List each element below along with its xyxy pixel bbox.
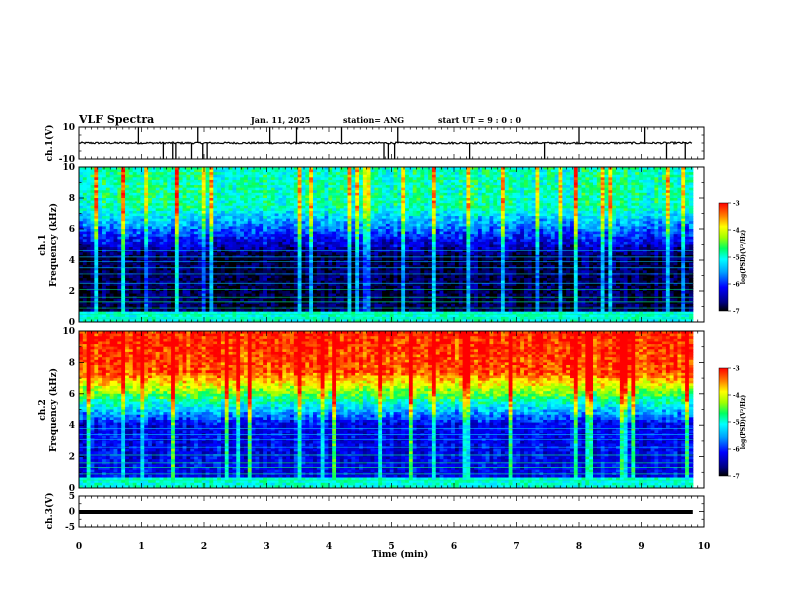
- colorbar-tick-label: -5: [733, 420, 740, 427]
- x-tick-label: 2: [201, 542, 207, 552]
- x-tick-label: 1: [138, 542, 144, 552]
- ch1-colorbar-label: log(PSD)(V²/Hz): [740, 230, 747, 285]
- ch1-spectrogram-ylabel-line2: Frequency (kHz): [48, 203, 59, 287]
- y-tick-label: 0: [69, 508, 75, 518]
- colorbar-tick-label: -4: [733, 228, 740, 235]
- y-tick-label: 6: [69, 225, 75, 235]
- ch1-noise-trace: [78, 140, 693, 146]
- colorbar-tick-label: -6: [733, 282, 740, 289]
- x-tick-label: 5: [388, 542, 394, 552]
- start-time-label: start UT = 9 : 0 : 0: [438, 115, 521, 125]
- y-tick-label: 5: [69, 492, 75, 502]
- x-tick-label: 8: [576, 542, 582, 552]
- y-tick-label: 6: [69, 390, 75, 400]
- ch1-waveform-ylabel: ch.1(V): [44, 125, 55, 162]
- y-tick-label: -5: [65, 523, 75, 533]
- colorbar-tick-label: -3: [733, 366, 740, 373]
- figure-title: VLF Spectra: [79, 113, 154, 126]
- x-axis-title: Time (min): [372, 549, 429, 560]
- y-tick-label: 0: [69, 318, 75, 328]
- y-tick-label: 2: [69, 453, 75, 463]
- x-tick-label: 9: [638, 542, 644, 552]
- x-tick-label: 0: [76, 542, 82, 552]
- ch2-colorbar: [718, 367, 729, 477]
- colorbar-tick-label: -6: [733, 447, 740, 454]
- date-label: Jan. 11, 2025: [251, 115, 310, 125]
- ch2-spectrogram-image: [79, 331, 694, 488]
- y-tick-label: 10: [62, 123, 75, 133]
- y-tick-label: 10: [62, 163, 75, 173]
- y-tick-label: 8: [69, 194, 75, 204]
- ch2-spectrogram-ylabel-line1: ch.2: [38, 399, 48, 420]
- y-tick-label: -10: [59, 155, 75, 165]
- station-label: station= ANG: [343, 115, 404, 125]
- ch1-spectrogram-ylabel-line1: ch.1: [38, 234, 48, 255]
- x-tick-label: 3: [263, 542, 269, 552]
- ch1-colorbar: [718, 202, 729, 312]
- y-tick-label: 4: [69, 256, 75, 266]
- x-tick-label: 10: [698, 542, 711, 552]
- y-tick-label: 10: [62, 327, 75, 337]
- x-tick-label: 4: [326, 542, 332, 552]
- x-tick-label: 7: [513, 542, 519, 552]
- ch1-waveform-trace: [78, 127, 693, 159]
- ch2-colorbar-label: log(PSD)(V²/Hz): [740, 395, 747, 450]
- x-tick-label: 6: [451, 542, 457, 552]
- y-tick-label: 4: [69, 421, 75, 431]
- ch2-spectrogram-ylabel-line2: Frequency (kHz): [48, 368, 59, 452]
- colorbar-tick-label: -7: [733, 309, 740, 316]
- colorbar-tick-label: -3: [733, 201, 740, 208]
- y-tick-label: 2: [69, 287, 75, 297]
- y-tick-label: 0: [69, 484, 75, 494]
- ch3-waveform-ylabel: ch.3(V): [44, 493, 55, 530]
- colorbar-tick-label: -7: [733, 474, 740, 481]
- colorbar-tick-label: -5: [733, 255, 740, 262]
- colorbar-tick-label: -4: [733, 393, 740, 400]
- y-tick-label: 8: [69, 358, 75, 368]
- ch1-spectrogram-image: [79, 167, 694, 322]
- ch3-waveform-trace: [79, 510, 693, 514]
